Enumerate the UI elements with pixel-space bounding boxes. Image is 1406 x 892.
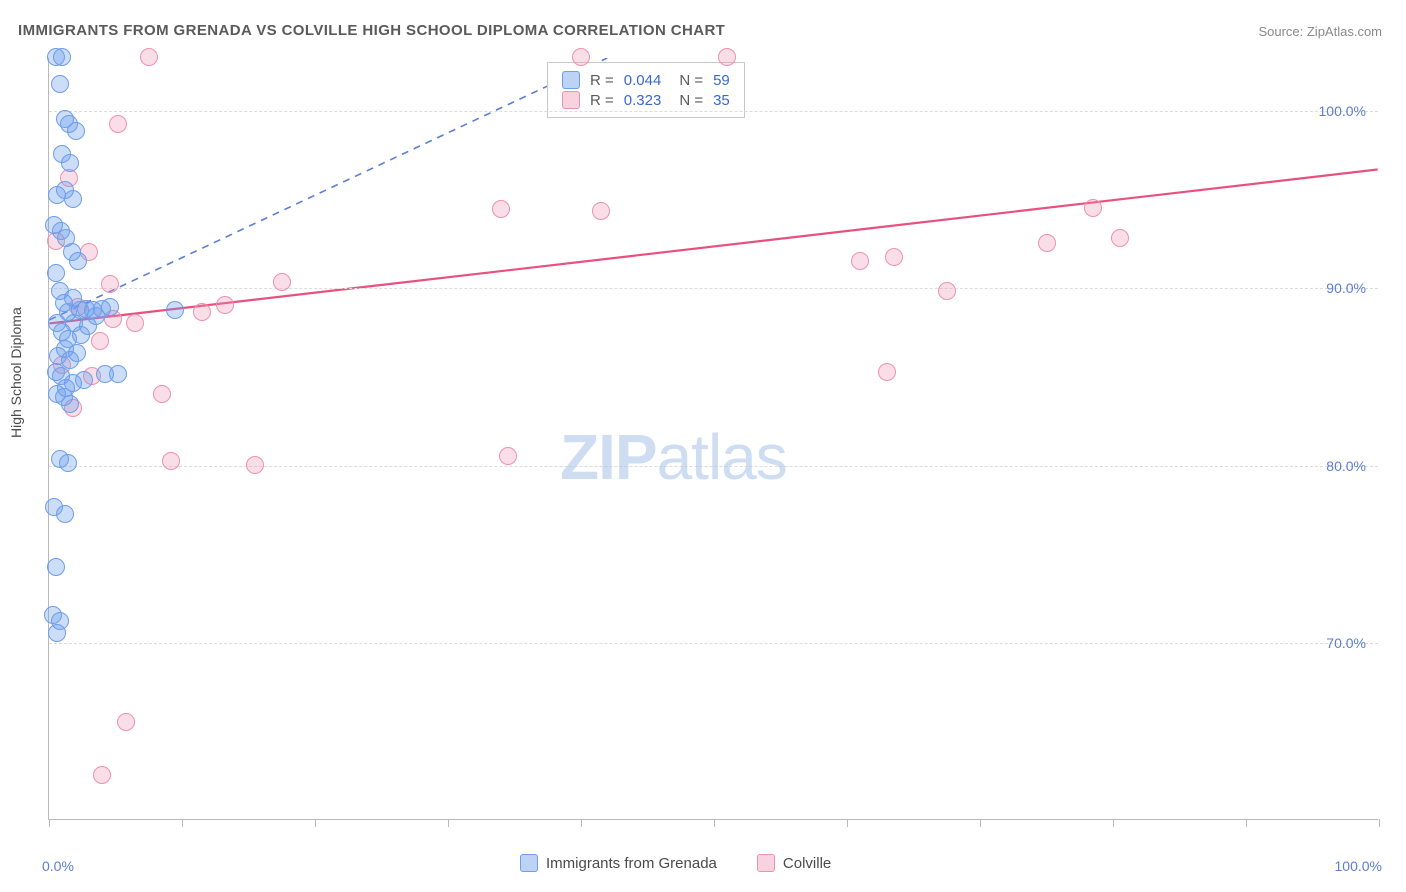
source-attribution: Source: ZipAtlas.com (1258, 24, 1382, 39)
scatter-point (153, 385, 171, 403)
scatter-point (59, 454, 77, 472)
series-legend: Immigrants from Grenada Colville (520, 854, 831, 872)
gridline-h (49, 288, 1378, 289)
scatter-point (492, 200, 510, 218)
scatter-point (61, 154, 79, 172)
scatter-point (91, 332, 109, 350)
x-tick (1246, 819, 1247, 827)
legend-swatch-pink (562, 91, 580, 109)
x-axis-max-label: 100.0% (1335, 858, 1382, 874)
scatter-point (51, 75, 69, 93)
y-tick-label: 90.0% (1326, 280, 1366, 296)
r-label: R = (590, 72, 614, 89)
scatter-point (851, 252, 869, 270)
scatter-plot-area: R = 0.044 N = 59 R = 0.323 N = 35 70.0% 8… (48, 58, 1378, 820)
scatter-point (56, 505, 74, 523)
gridline-h (49, 643, 1378, 644)
scatter-point (48, 624, 66, 642)
x-tick (49, 819, 50, 827)
r-value-pink: 0.323 (624, 92, 662, 109)
chart-title: IMMIGRANTS FROM GRENADA VS COLVILLE HIGH… (18, 22, 725, 39)
r-label: R = (590, 92, 614, 109)
n-label: N = (679, 92, 703, 109)
scatter-point (68, 344, 86, 362)
x-tick (1113, 819, 1114, 827)
scatter-point (69, 252, 87, 270)
x-tick (714, 819, 715, 827)
r-value-blue: 0.044 (624, 72, 662, 89)
scatter-point (878, 363, 896, 381)
scatter-point (64, 190, 82, 208)
legend-swatch-pink-icon (757, 854, 775, 872)
scatter-point (246, 456, 264, 474)
scatter-point (273, 273, 291, 291)
scatter-point (1038, 234, 1056, 252)
scatter-point (93, 766, 111, 784)
x-tick (182, 819, 183, 827)
x-tick (448, 819, 449, 827)
legend-item-pink: Colville (757, 854, 831, 872)
scatter-point (109, 115, 127, 133)
legend-row-pink: R = 0.323 N = 35 (562, 91, 730, 109)
x-tick (315, 819, 316, 827)
x-axis-min-label: 0.0% (42, 858, 74, 874)
scatter-point (885, 248, 903, 266)
scatter-point (499, 447, 517, 465)
trend-lines-layer (49, 58, 1378, 819)
n-value-pink: 35 (713, 92, 730, 109)
y-tick-label: 70.0% (1326, 635, 1366, 651)
scatter-point (47, 264, 65, 282)
scatter-point (109, 365, 127, 383)
scatter-point (140, 48, 158, 66)
scatter-point (193, 303, 211, 321)
correlation-legend: R = 0.044 N = 59 R = 0.323 N = 35 (547, 62, 745, 118)
y-tick-label: 80.0% (1326, 458, 1366, 474)
scatter-point (166, 301, 184, 319)
scatter-point (75, 371, 93, 389)
legend-label-pink: Colville (783, 855, 831, 872)
scatter-point (592, 202, 610, 220)
x-tick (980, 819, 981, 827)
y-tick-label: 100.0% (1319, 103, 1366, 119)
scatter-point (67, 122, 85, 140)
scatter-point (101, 275, 119, 293)
legend-swatch-blue-icon (520, 854, 538, 872)
legend-label-blue: Immigrants from Grenada (546, 855, 717, 872)
scatter-point (61, 395, 79, 413)
x-tick (581, 819, 582, 827)
scatter-point (101, 298, 119, 316)
legend-item-blue: Immigrants from Grenada (520, 854, 717, 872)
n-value-blue: 59 (713, 72, 730, 89)
scatter-point (117, 713, 135, 731)
scatter-point (216, 296, 234, 314)
scatter-point (938, 282, 956, 300)
y-axis-title: High School Diploma (8, 307, 24, 438)
legend-row-blue: R = 0.044 N = 59 (562, 71, 730, 89)
scatter-point (572, 48, 590, 66)
scatter-point (718, 48, 736, 66)
n-label: N = (679, 72, 703, 89)
scatter-point (1111, 229, 1129, 247)
legend-swatch-blue (562, 71, 580, 89)
scatter-point (1084, 199, 1102, 217)
scatter-point (162, 452, 180, 470)
x-tick (847, 819, 848, 827)
x-tick (1379, 819, 1380, 827)
scatter-point (53, 48, 71, 66)
scatter-point (126, 314, 144, 332)
gridline-h (49, 111, 1378, 112)
scatter-point (47, 558, 65, 576)
